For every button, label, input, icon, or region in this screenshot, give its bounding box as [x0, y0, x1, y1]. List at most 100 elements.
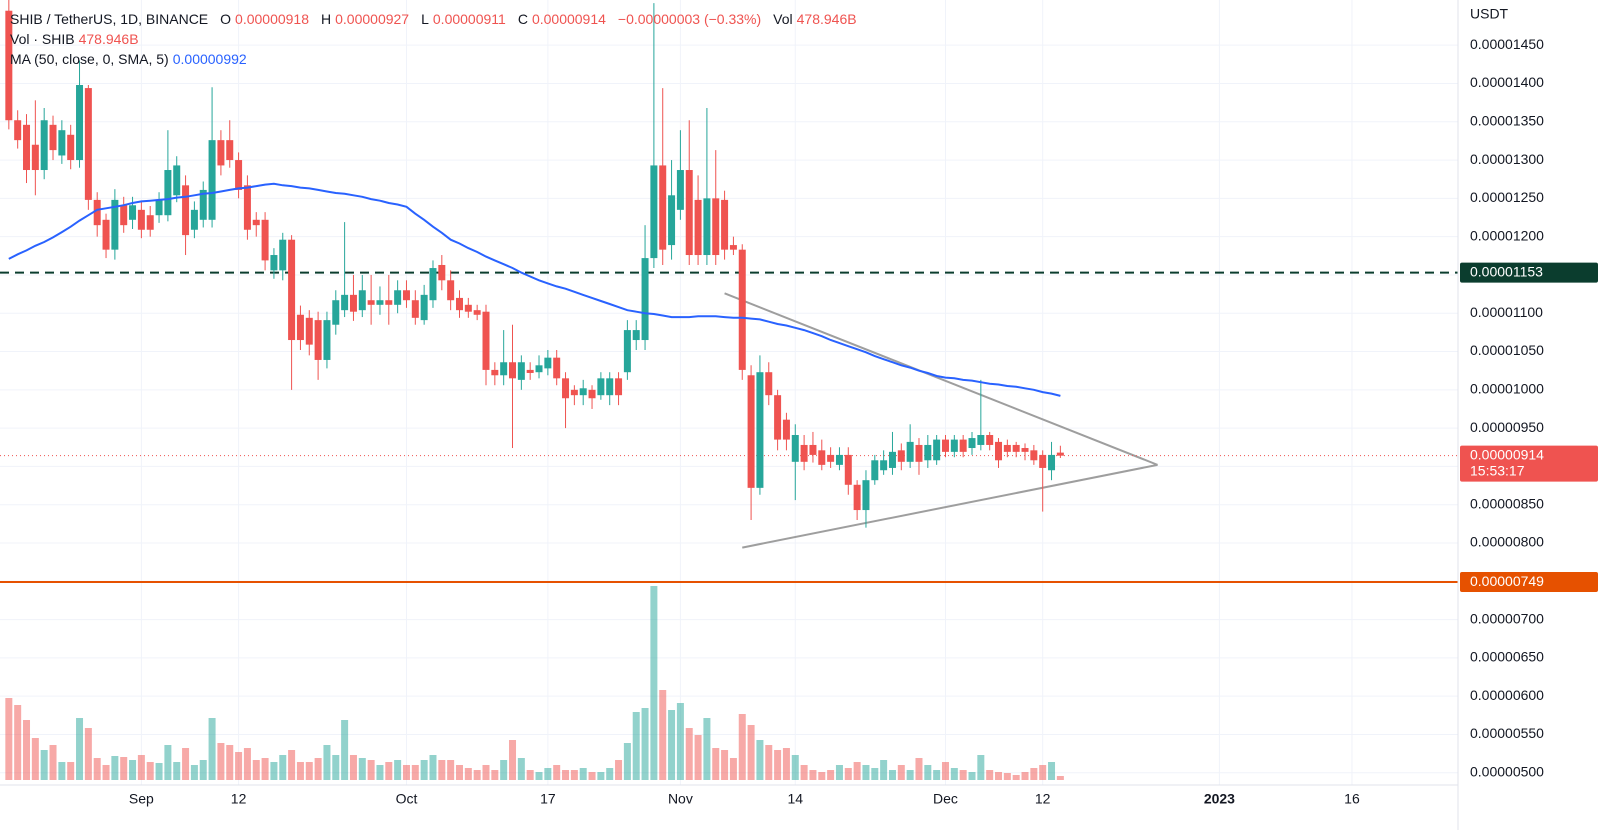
y-tick-label: 0.00000600 — [1470, 687, 1544, 703]
volume-bar — [888, 770, 896, 780]
candle-body — [959, 439, 967, 452]
volume-bar — [880, 760, 888, 780]
label: H — [321, 11, 332, 27]
change: −0.00000003 (−0.33%) — [617, 11, 762, 27]
candle-body — [385, 300, 393, 305]
volume-bar — [597, 772, 605, 780]
y-tick-label: 0.00001000 — [1470, 381, 1544, 397]
candle-body — [544, 357, 552, 369]
candle-body — [880, 460, 888, 471]
volume-bar — [305, 762, 313, 780]
volume-bar — [5, 698, 13, 780]
candle-body — [915, 444, 923, 462]
volume-bar — [173, 762, 181, 780]
volume-bar — [279, 755, 287, 780]
candle-body — [1021, 448, 1029, 452]
volume-bar — [288, 750, 296, 780]
candle-body — [509, 362, 517, 379]
x-tick-label: Oct — [396, 791, 418, 807]
volume-bar — [959, 770, 967, 780]
candles — [5, 0, 1064, 528]
candle-body — [650, 165, 658, 259]
volume-bar — [632, 712, 640, 780]
last-price-box — [1460, 445, 1598, 482]
volume-bar — [1021, 772, 1029, 780]
volume-bar — [155, 763, 163, 780]
y-tick-label: 0.00000550 — [1470, 725, 1544, 741]
candle-body — [862, 480, 870, 511]
volume-bar — [208, 718, 216, 780]
volume-bar — [164, 745, 172, 780]
candle-body — [491, 369, 499, 376]
legend-row: MA (50, close, 0, SMA, 5) 0.00000992 — [10, 49, 857, 69]
volume-bar — [756, 740, 764, 780]
volume-bar — [871, 768, 879, 780]
volume-bar — [261, 758, 269, 780]
candle-body — [818, 450, 826, 465]
candle-body — [420, 294, 428, 321]
volume-bar — [243, 748, 251, 780]
y-tick-label: 0.00001250 — [1470, 189, 1544, 205]
volume-bar — [323, 745, 331, 780]
ma-name: MA (50, close, 0, SMA, 5) — [10, 51, 169, 67]
candle-body — [349, 294, 357, 312]
candle-body — [402, 290, 410, 301]
level-label: 0.00000749 — [1470, 573, 1544, 589]
candle-body — [482, 311, 490, 370]
volume-bar — [844, 768, 852, 780]
candle-body — [314, 320, 322, 360]
candle-body — [562, 378, 570, 399]
y-tick-label: 0.00000800 — [1470, 534, 1544, 550]
candle-body — [1012, 444, 1020, 452]
volume-bar — [464, 768, 472, 780]
y-tick-label: 0.00001450 — [1470, 36, 1544, 52]
candle-body — [252, 219, 260, 226]
candle-body — [137, 209, 145, 230]
volume-bar — [376, 765, 384, 780]
candle-body — [791, 435, 799, 462]
candle-body — [199, 189, 207, 220]
candle-body — [23, 124, 31, 171]
candle-body — [500, 362, 508, 376]
volume-bar — [270, 762, 278, 780]
candle-body — [615, 378, 623, 396]
candle-body — [800, 444, 808, 462]
volume-bar — [782, 748, 790, 780]
candle-body — [447, 280, 455, 301]
candle-body — [279, 239, 287, 271]
volume-bar — [668, 710, 676, 780]
candle-body — [950, 439, 958, 452]
candle-body — [641, 258, 649, 341]
volume-bar — [341, 720, 349, 780]
candle-body — [1056, 452, 1064, 456]
volume-bar — [1039, 765, 1047, 780]
level-label-box — [1460, 572, 1598, 593]
volume-bar — [517, 758, 525, 780]
volume-bar — [774, 750, 782, 780]
volume-bar — [447, 760, 455, 780]
candle-body — [517, 362, 525, 380]
candle-body — [182, 185, 190, 236]
candle-body — [623, 330, 631, 373]
y-tick-label: 0.00000950 — [1470, 419, 1544, 435]
volume-bar — [93, 758, 101, 780]
volume-bar — [641, 708, 649, 780]
volume-bar — [694, 735, 702, 780]
x-tick-label: Dec — [933, 791, 958, 807]
legend: SHIB / TetherUS, 1D, BINANCE O 0.00000918… — [10, 9, 857, 69]
candle-body — [632, 330, 640, 341]
candle-body — [809, 444, 817, 455]
volume-bar — [58, 762, 66, 780]
volume-bar — [729, 758, 737, 780]
candle-body — [455, 297, 463, 311]
candle-body — [835, 454, 843, 465]
volume-bar — [473, 770, 481, 780]
candle-body — [579, 388, 587, 396]
volume-bar — [659, 690, 667, 780]
candle-body — [729, 245, 737, 250]
volume-bar — [995, 772, 1003, 780]
x-tick-label: Nov — [668, 791, 693, 807]
volume-bar — [367, 760, 375, 780]
y-tick-label: 0.00001050 — [1470, 342, 1544, 358]
